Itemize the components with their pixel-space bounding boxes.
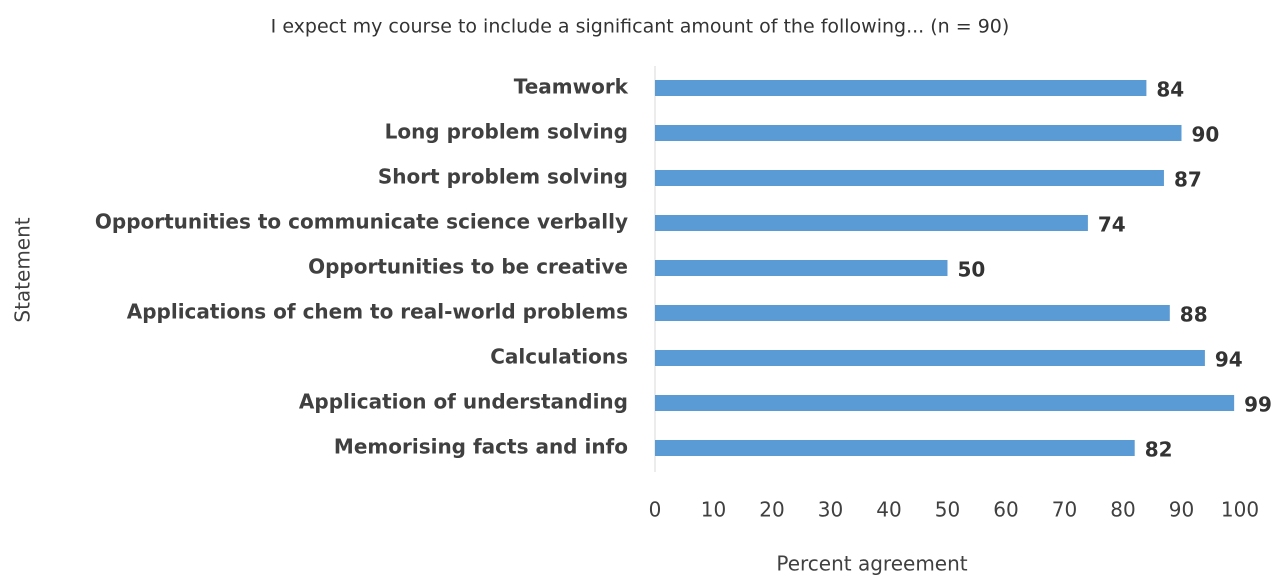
data-label: 82 [1145,438,1173,462]
data-label: 90 [1192,123,1220,147]
y-tick-label: Memorising facts and info [334,435,628,459]
y-tick-label: Teamwork [514,75,629,99]
x-tick-label: 70 [1052,498,1077,522]
x-tick-label: 30 [818,498,843,522]
y-tick-label: Long problem solving [385,120,628,144]
data-label: 50 [958,258,986,282]
bar [655,260,948,276]
x-axis-label: Percent agreement [776,552,967,576]
x-tick-label: 100 [1221,498,1259,522]
data-label: 74 [1098,213,1126,237]
y-tick-label: Short problem solving [378,165,628,189]
bar [655,170,1164,186]
x-tick-label: 80 [1110,498,1135,522]
x-tick-label: 0 [649,498,662,522]
bar [655,440,1135,456]
data-label: 94 [1215,348,1243,372]
x-tick-label: 50 [935,498,960,522]
x-tick-label: 10 [701,498,726,522]
y-tick-label: Applications of chem to real-world probl… [127,300,628,324]
data-label: 99 [1244,393,1272,417]
x-tick-label: 20 [759,498,784,522]
bar [655,305,1170,321]
x-tick-label: 60 [993,498,1018,522]
bar [655,125,1182,141]
y-tick-label: Opportunities to communicate science ver… [95,210,628,234]
y-axis-label: Statement [11,217,35,322]
bar [655,395,1235,411]
bar [655,80,1147,96]
data-label: 87 [1174,168,1202,192]
y-tick-label: Calculations [490,345,628,369]
chart-title: I expect my course to include a signific… [271,16,1010,38]
data-label: 84 [1156,78,1184,102]
x-tick-label: 90 [1169,498,1194,522]
bar [655,350,1205,366]
y-tick-label: Opportunities to be creative [308,255,628,279]
y-tick-label: Application of understanding [299,390,628,414]
bar [655,215,1088,231]
x-tick-label: 40 [876,498,901,522]
data-label: 88 [1180,303,1208,327]
